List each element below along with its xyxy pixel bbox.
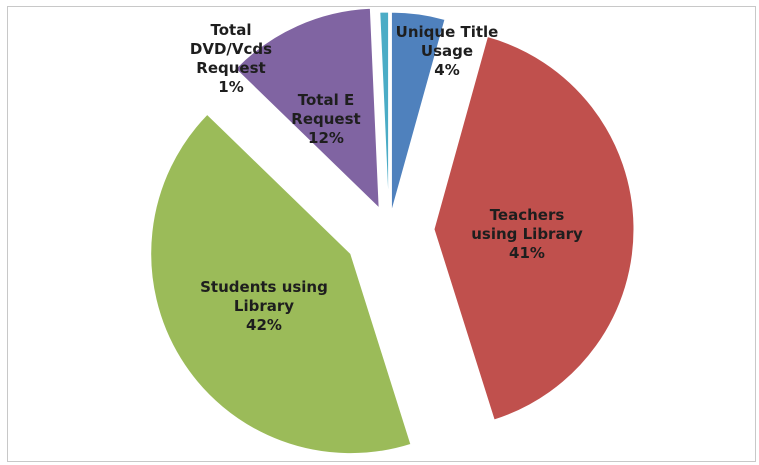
slice-percent-label: 42% [246,316,282,334]
pie-slice-total-dvd-vcds-request [380,12,389,212]
slice-name-line: Total [211,21,252,39]
slice-name-line: Request [291,110,360,128]
slice-name-line: Library [234,297,294,315]
slice-name-line: Unique Title [396,23,499,41]
slice-name-line: Students using [200,278,328,296]
slice-percent-label: 4% [434,61,459,79]
slice-name-line: DVD/Vcds [190,40,272,58]
slice-name-line: Request [196,59,265,77]
slice-name-line: Usage [421,42,473,60]
slice-percent-label: 12% [308,129,344,147]
slice-percent-label: 41% [509,244,545,262]
slice-name-line: using Library [471,225,583,243]
slice-percent-label: 1% [218,78,243,96]
slice-name-line: Total E [298,91,354,109]
slice-name-line: Teachers [490,206,565,224]
